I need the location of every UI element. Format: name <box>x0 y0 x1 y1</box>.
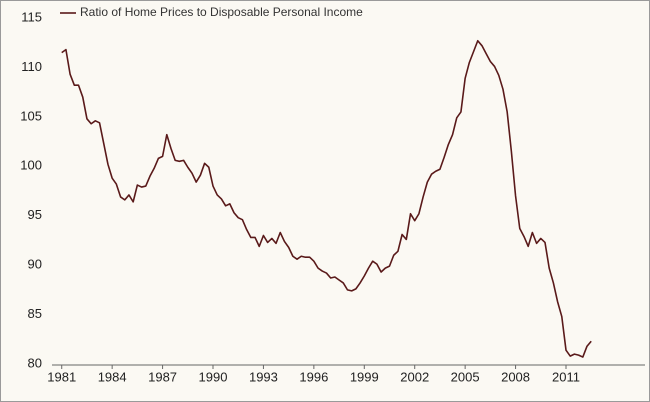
legend-text: Ratio of Home Prices to Disposable Perso… <box>80 5 363 19</box>
x-tick-label: 1981 <box>47 369 76 384</box>
y-tick-label: 85 <box>28 306 42 321</box>
x-tick-label: 2002 <box>400 369 429 384</box>
x-tick-label: 1987 <box>148 369 177 384</box>
x-tick-label: 2005 <box>451 369 480 384</box>
y-tick-label: 105 <box>20 108 42 123</box>
x-tick-label: 2008 <box>501 369 530 384</box>
y-tick-label: 115 <box>21 9 42 24</box>
x-tick-label: 1993 <box>249 369 278 384</box>
y-tick-label: 100 <box>20 158 42 173</box>
x-tick-label: 2011 <box>552 369 580 384</box>
y-tick-label: 90 <box>28 257 42 272</box>
y-tick-label: 95 <box>28 207 42 222</box>
x-tick-label: 1996 <box>299 369 328 384</box>
x-tick-label: 1984 <box>98 369 127 384</box>
x-tick-label: 1999 <box>350 369 379 384</box>
y-tick-label: 80 <box>28 355 42 370</box>
y-tick-label: 110 <box>21 59 42 74</box>
x-tick-label: 1990 <box>199 369 228 384</box>
data-line <box>61 39 592 358</box>
